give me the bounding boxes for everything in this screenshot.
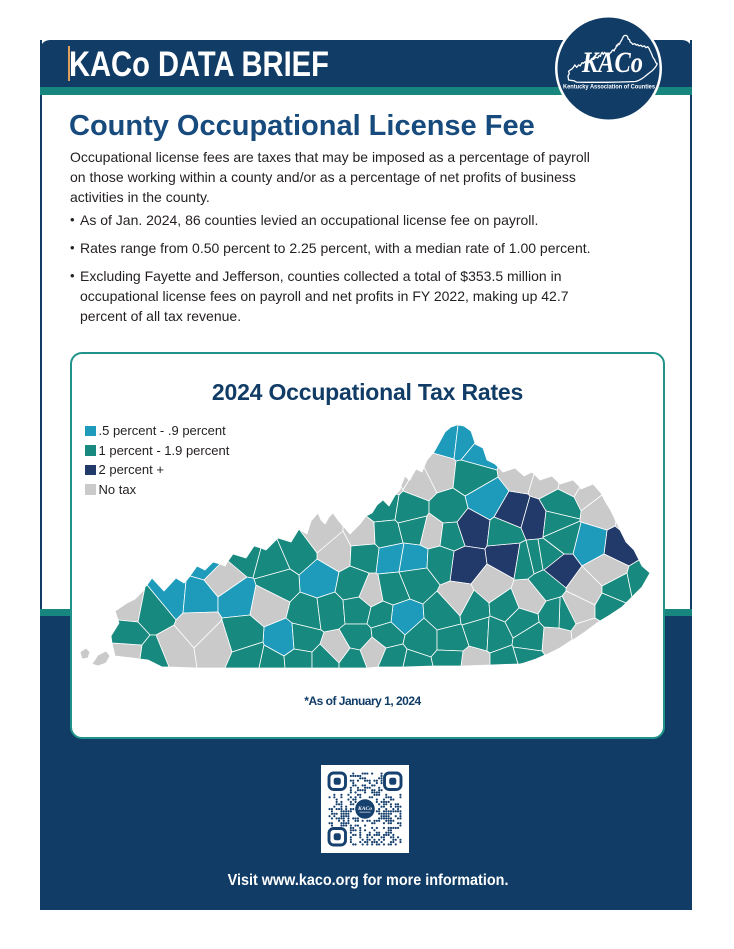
- svg-text:Kentucky Association of Counti: Kentucky Association of Counties: [563, 84, 655, 91]
- svg-text:KACo: KACo: [581, 46, 643, 79]
- svg-text:KACo: KACo: [357, 806, 372, 812]
